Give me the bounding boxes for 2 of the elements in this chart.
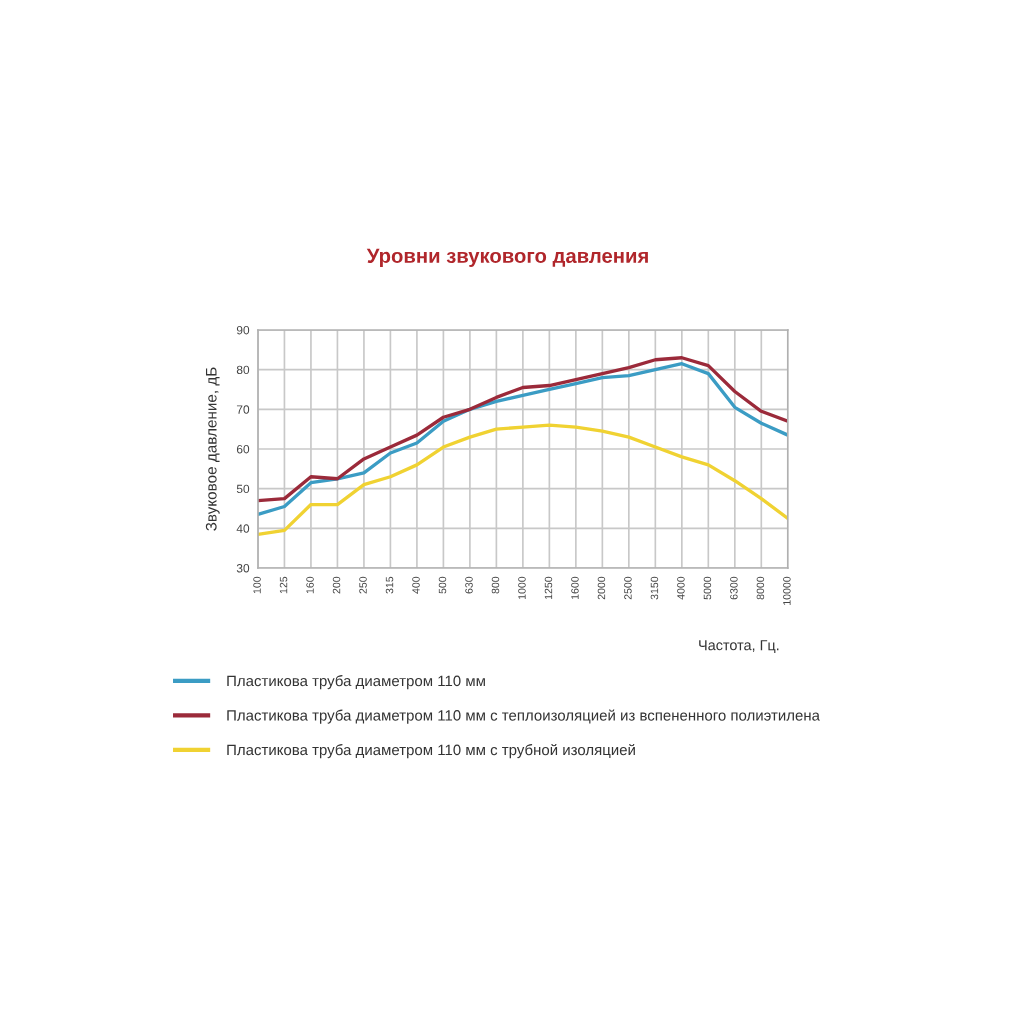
line-series [257,423,788,536]
chart-title: Уровни звукового давления [366,248,648,267]
